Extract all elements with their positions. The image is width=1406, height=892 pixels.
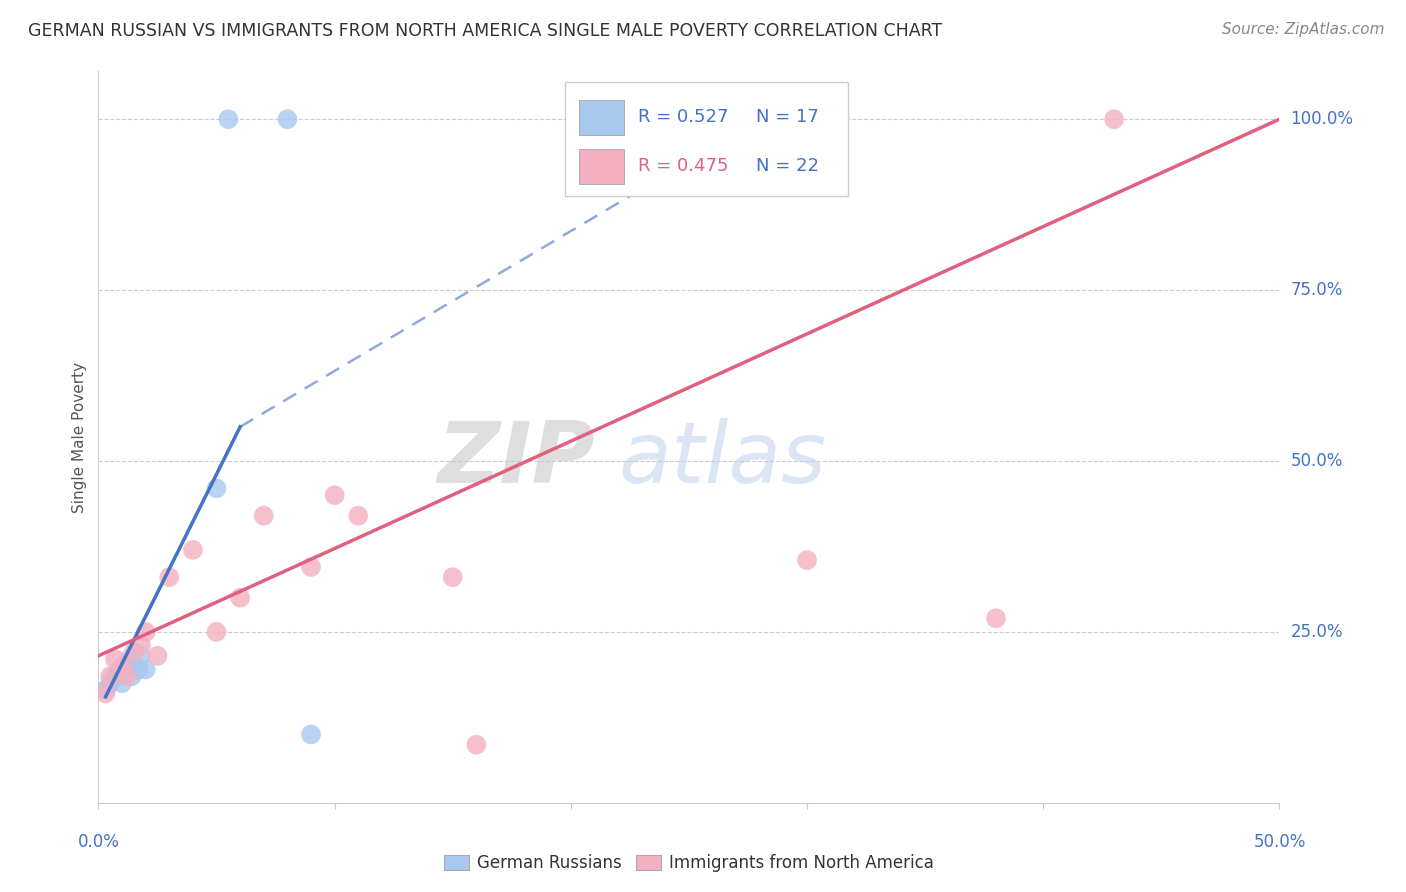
Point <box>111 676 134 690</box>
Point <box>108 663 131 677</box>
Text: N = 22: N = 22 <box>756 158 820 176</box>
Point <box>205 624 228 639</box>
Point <box>98 676 121 690</box>
Text: N = 17: N = 17 <box>756 109 820 127</box>
Point <box>112 663 135 677</box>
Text: 50.0%: 50.0% <box>1291 452 1343 470</box>
Text: atlas: atlas <box>619 417 827 500</box>
Point <box>118 652 141 666</box>
Point <box>104 669 127 683</box>
Point <box>217 112 239 127</box>
Point <box>111 659 134 673</box>
Text: 25.0%: 25.0% <box>1291 623 1343 641</box>
Point <box>129 639 152 653</box>
Text: Source: ZipAtlas.com: Source: ZipAtlas.com <box>1222 22 1385 37</box>
Text: 100.0%: 100.0% <box>1291 111 1354 128</box>
Point <box>122 659 145 673</box>
Text: ZIP: ZIP <box>437 417 595 500</box>
Point <box>98 669 121 683</box>
Point <box>441 570 464 584</box>
Point <box>105 669 128 683</box>
Point <box>229 591 252 605</box>
Point <box>796 553 818 567</box>
Point <box>135 663 157 677</box>
Point <box>299 560 322 574</box>
Point <box>276 112 298 127</box>
Text: R = 0.475: R = 0.475 <box>638 158 728 176</box>
FancyBboxPatch shape <box>579 100 624 135</box>
Text: 75.0%: 75.0% <box>1291 281 1343 299</box>
Point <box>205 481 228 495</box>
Point <box>129 648 152 663</box>
Point <box>157 570 180 584</box>
FancyBboxPatch shape <box>579 149 624 184</box>
Point <box>323 488 346 502</box>
Point <box>135 624 157 639</box>
Point <box>347 508 370 523</box>
Point <box>146 648 169 663</box>
Point <box>1102 112 1125 127</box>
Point <box>94 686 117 700</box>
Text: GERMAN RUSSIAN VS IMMIGRANTS FROM NORTH AMERICA SINGLE MALE POVERTY CORRELATION : GERMAN RUSSIAN VS IMMIGRANTS FROM NORTH … <box>28 22 942 40</box>
Point <box>104 652 127 666</box>
Point <box>128 663 150 677</box>
Text: R = 0.527: R = 0.527 <box>638 109 728 127</box>
Legend: German Russians, Immigrants from North America: German Russians, Immigrants from North A… <box>437 847 941 879</box>
Point <box>299 727 322 741</box>
FancyBboxPatch shape <box>565 82 848 195</box>
Point <box>115 669 138 683</box>
Point <box>253 508 276 523</box>
Point <box>984 611 1007 625</box>
Point <box>94 683 117 698</box>
Text: 0.0%: 0.0% <box>77 833 120 851</box>
Text: 50.0%: 50.0% <box>1253 833 1306 851</box>
Point <box>465 738 488 752</box>
Point <box>121 669 143 683</box>
Y-axis label: Single Male Poverty: Single Male Poverty <box>72 361 87 513</box>
Point <box>181 542 204 557</box>
Point <box>122 645 145 659</box>
